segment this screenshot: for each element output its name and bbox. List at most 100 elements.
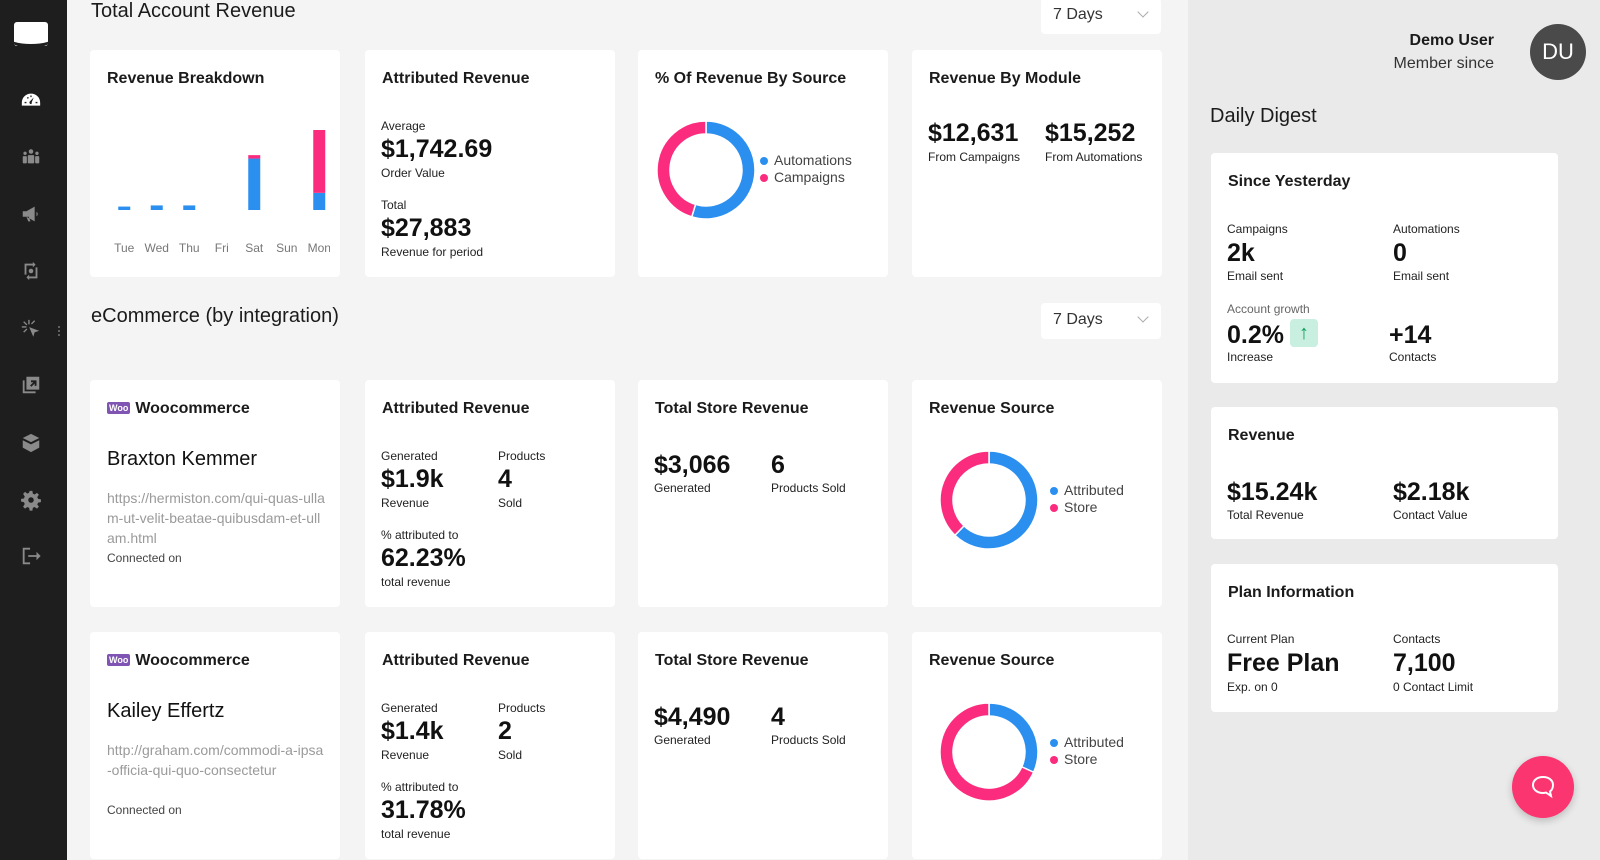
legend-label: Automations <box>774 152 852 168</box>
legend-label: Attributed <box>1064 734 1124 750</box>
legend-item-campaigns: Campaigns <box>760 169 852 186</box>
contacts-value: +14 <box>1389 321 1432 349</box>
pct-value: 62.23% <box>381 544 466 572</box>
sidebar <box>0 0 67 860</box>
digest-title: Daily Digest <box>1210 105 1317 127</box>
revenue-source-donut <box>939 702 1039 802</box>
products-value: 4 <box>498 465 512 493</box>
donut-slice-automations <box>690 120 756 220</box>
section-title-account-revenue: Total Account Revenue <box>91 0 296 22</box>
revenue-breakdown-card: Revenue Breakdown Tue Wed Thu Fri Sat Sun Mon <box>90 50 340 277</box>
card-title: Revenue Breakdown <box>107 70 265 87</box>
products-value: 2 <box>498 717 512 745</box>
revenue-breakdown-svg: Tue Wed Thu Fri Sat Sun Mon <box>114 130 331 255</box>
automation-icon[interactable] <box>18 258 44 284</box>
card-title: Revenue By Module <box>929 70 1082 87</box>
plan-label: Current Plan <box>1227 632 1295 646</box>
generated-value: $1.4k <box>381 717 444 745</box>
revenue-breakdown-chart: Tue Wed Thu Fri Sat Sun Mon <box>100 120 331 270</box>
products-sold-value: 6 <box>771 451 785 479</box>
ecommerce-period-value: 7 Days <box>1053 311 1103 328</box>
automations-revenue: $15,252 <box>1045 119 1136 147</box>
account-period-select[interactable]: 7 Days <box>1041 0 1161 34</box>
total-revenue-label: Total Revenue <box>1227 508 1304 522</box>
generated-sub: Revenue <box>381 748 430 762</box>
avg-label: Average <box>381 119 426 133</box>
avatar[interactable]: DU <box>1530 24 1586 80</box>
section-title-ecommerce: eCommerce (by integration) <box>91 305 339 327</box>
campaigns-value: 2k <box>1227 239 1255 267</box>
store-generated-value: $4,490 <box>654 703 731 731</box>
woocommerce-logo-icon: Woo <box>107 654 131 666</box>
chat-bubble-icon <box>1531 775 1555 799</box>
legend-item-store: Store <box>1050 751 1124 768</box>
products-sold-label: Products Sold <box>771 733 846 747</box>
products-box-icon[interactable] <box>18 430 44 456</box>
revenue-by-source-card: % Of Revenue By Source Automations Campa… <box>638 50 888 277</box>
legend-label: Attributed <box>1064 482 1124 498</box>
donut-slice-campaigns <box>656 120 707 218</box>
bar-mon-automations <box>313 192 326 210</box>
megaphone-icon[interactable] <box>18 201 44 227</box>
since-yesterday-card: Since Yesterday Campaigns 2k Email sent … <box>1211 153 1558 383</box>
legend: Automations Campaigns <box>760 152 852 186</box>
woocommerce-logo-icon: Woo <box>107 402 131 414</box>
legend-dot <box>1050 487 1058 496</box>
dashboard-icon[interactable] <box>18 88 44 114</box>
ecommerce-period-select[interactable]: 7 Days <box>1041 303 1161 339</box>
bar-thu-automations <box>183 205 196 210</box>
logout-icon[interactable] <box>18 543 44 569</box>
revenue-digest-card: Revenue $15.24k Total Revenue $2.18k Con… <box>1211 407 1558 539</box>
total-revenue-value: $15.24k <box>1227 478 1318 506</box>
tracking-cursor-icon[interactable] <box>18 316 44 342</box>
store-attributed-card: Attributed Revenue Generated $1.9k Reven… <box>365 380 615 607</box>
store-total-card: Total Store Revenue $3,066 Generated 6 P… <box>638 380 888 607</box>
pct-label: % attributed to <box>381 528 459 542</box>
bar-tue-automations <box>118 206 131 210</box>
sidebar-collapse-handle[interactable] <box>57 324 61 338</box>
app-logo-icon[interactable] <box>14 22 48 46</box>
store-url[interactable]: https://hermiston.com/qui-quas-ullam-ut-… <box>107 490 325 546</box>
card-title: Attributed Revenue <box>382 400 530 417</box>
daily-digest-panel: Demo User Member since DU Daily Digest S… <box>1188 0 1600 860</box>
bar-sat-campaigns <box>248 155 261 159</box>
generated-label: Generated <box>381 449 438 463</box>
growth-label: Account growth <box>1227 302 1310 316</box>
total-revenue: $27,883 <box>381 214 472 242</box>
contact-value: $2.18k <box>1393 478 1470 506</box>
growth-sub: Increase <box>1227 350 1274 364</box>
pct-value: 31.78% <box>381 796 466 824</box>
integrations-icon[interactable] <box>18 372 44 398</box>
x-tick-label: Sun <box>276 241 297 255</box>
plan-value: Free Plan <box>1227 649 1340 677</box>
automations-label: From Automations <box>1045 150 1143 164</box>
legend-item-attributed: Attributed <box>1050 482 1124 499</box>
total-sub: Revenue for period <box>381 245 484 259</box>
revenue-by-source-donut <box>656 120 756 220</box>
campaigns-label: From Campaigns <box>928 150 1021 164</box>
avg-order-value: $1,742.69 <box>381 135 493 163</box>
legend-item-store: Store <box>1050 499 1124 516</box>
card-title: % Of Revenue By Source <box>655 70 847 87</box>
products-sold-value: 4 <box>771 703 785 731</box>
automations-label: Automations <box>1393 222 1460 236</box>
bar-sat-automations <box>248 158 261 210</box>
store-info-card: Woo Woocommerce Braxton Kemmer https://he… <box>90 380 340 607</box>
card-title: Total Store Revenue <box>655 400 809 417</box>
chevron-down-icon <box>1137 6 1149 18</box>
chat-button[interactable] <box>1512 756 1574 818</box>
contact-value-label: Contact Value <box>1393 508 1468 522</box>
donut-slice-store <box>939 450 990 537</box>
contacts-icon[interactable] <box>18 144 44 170</box>
main-content: Total Account Revenue 7 Days Revenue Bre… <box>67 0 1188 860</box>
legend: Attributed Store <box>1050 482 1124 516</box>
store-url[interactable]: http://graham.com/commodi-a-ipsa-officia… <box>107 742 324 778</box>
legend-dot <box>1050 504 1058 513</box>
automations-value: 0 <box>1393 239 1407 267</box>
automations-sub: Email sent <box>1393 269 1450 283</box>
products-sub: Sold <box>498 748 523 762</box>
products-sub: Sold <box>498 496 523 510</box>
legend-item-automations: Automations <box>760 152 852 169</box>
legend-dot <box>760 157 768 166</box>
settings-gear-icon[interactable] <box>18 487 44 513</box>
